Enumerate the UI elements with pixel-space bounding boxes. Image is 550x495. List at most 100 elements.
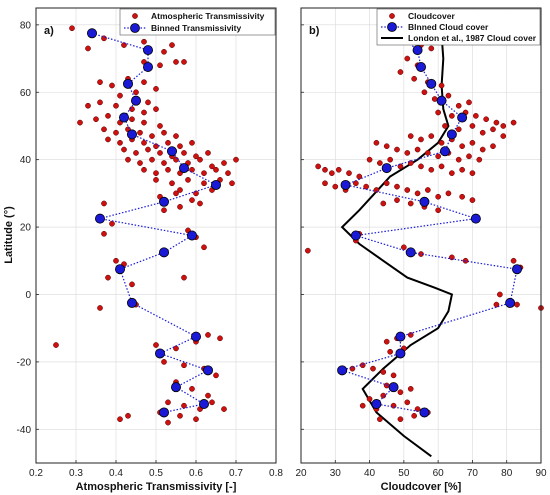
- scatter-point: [109, 220, 115, 227]
- scatter-point: [197, 200, 203, 207]
- binned-point: [415, 61, 426, 72]
- scatter-point: [407, 200, 414, 207]
- y-tick-label: 20: [20, 223, 32, 234]
- scatter-point: [177, 143, 183, 150]
- binned-point: [142, 61, 153, 72]
- binned-point: [371, 399, 382, 410]
- scatter-point: [305, 247, 311, 254]
- scatter-point: [137, 129, 143, 136]
- scatter-point: [201, 244, 207, 251]
- panel-a-grid: [35, 8, 277, 463]
- binned-point: [123, 78, 134, 89]
- scatter-point: [459, 193, 465, 200]
- scatter-point: [113, 102, 119, 109]
- scatter-point: [377, 160, 383, 166]
- scatter-point: [173, 133, 179, 139]
- scatter-point: [414, 190, 421, 197]
- scatter-point: [394, 146, 400, 153]
- binned-point: [419, 407, 430, 418]
- scatter-point: [149, 133, 155, 139]
- scatter-point: [117, 92, 123, 99]
- scatter-point: [329, 170, 335, 176]
- binned-point: [158, 407, 169, 418]
- binned-point: [210, 179, 221, 190]
- scatter-point: [346, 170, 352, 176]
- scatter-point: [390, 372, 397, 379]
- binned-point: [127, 297, 138, 308]
- panel-b-legend-binned-marker: [387, 22, 397, 32]
- scatter-point: [469, 197, 476, 203]
- scatter-point: [404, 55, 411, 62]
- scatter-point: [113, 257, 119, 264]
- scatter-point: [455, 126, 462, 133]
- scatter-point: [53, 342, 59, 348]
- scatter-point: [125, 412, 131, 419]
- scatter-point: [145, 99, 151, 106]
- binned-point: [158, 196, 169, 207]
- scatter-point: [193, 416, 199, 423]
- panel-b-legend-box: [376, 8, 541, 46]
- x-tick-label: 30: [330, 468, 342, 479]
- binned-point: [405, 247, 416, 258]
- scatter-point: [141, 109, 147, 116]
- scatter-point: [387, 156, 393, 163]
- scatter-point: [109, 82, 115, 89]
- panel-a-legend-label-scatter: Atmospheric Transmissivity: [151, 11, 265, 21]
- scatter-point: [129, 116, 135, 123]
- scatter-point: [469, 170, 476, 176]
- scatter-point: [209, 399, 215, 406]
- binned-point: [130, 95, 141, 106]
- scatter-point: [161, 129, 167, 136]
- scatter-point: [173, 156, 179, 163]
- scatter-point: [383, 338, 390, 345]
- scatter-point: [221, 160, 227, 166]
- scatter-point: [133, 89, 139, 96]
- scatter-point: [490, 143, 496, 150]
- scatter-point: [185, 177, 191, 183]
- scatter-point: [469, 139, 476, 146]
- scatter-point: [356, 173, 363, 180]
- scatter-point: [153, 170, 159, 176]
- binned-point: [512, 264, 523, 275]
- scatter-point: [359, 402, 366, 409]
- scatter-point: [101, 200, 107, 207]
- scatter-point: [510, 257, 517, 264]
- scatter-point: [205, 332, 211, 338]
- scatter-point: [97, 305, 103, 311]
- x-tick-label: 50: [398, 468, 410, 479]
- scatter-point: [411, 75, 417, 82]
- binned-point: [419, 196, 430, 207]
- scatter-point: [466, 99, 472, 106]
- scatter-point: [380, 369, 387, 375]
- scatter-point: [189, 139, 195, 146]
- panel-b-legend-label-reference: London et al., 1987 Cloud cover: [408, 33, 537, 43]
- scatter-point: [476, 156, 483, 163]
- scatter-point: [97, 99, 103, 106]
- panel-a-legend-binned-marker: [130, 23, 140, 33]
- scatter-point: [129, 281, 135, 288]
- x-tick-label: 70: [467, 468, 479, 479]
- scatter-point: [201, 170, 207, 176]
- scatter-point: [359, 362, 366, 369]
- y-tick-label: 80: [20, 20, 32, 31]
- binned-point: [446, 129, 457, 140]
- scatter-point: [425, 187, 431, 193]
- scatter-point: [209, 163, 215, 170]
- x-tick-label: 0.4: [109, 468, 123, 479]
- scatter-point: [383, 143, 390, 150]
- binned-point: [115, 264, 126, 275]
- scatter-point: [428, 166, 435, 173]
- scatter-point: [315, 163, 321, 170]
- scatter-point: [404, 399, 411, 406]
- scatter-point: [157, 150, 163, 156]
- scatter-point: [407, 133, 414, 139]
- scatter-point: [335, 166, 342, 173]
- scatter-point: [69, 25, 75, 32]
- scatter-point: [181, 362, 187, 369]
- scatter-point: [105, 274, 111, 281]
- scatter-point: [445, 190, 452, 197]
- scatter-point: [177, 412, 183, 419]
- scatter-point: [213, 166, 219, 173]
- scatter-point: [373, 139, 380, 146]
